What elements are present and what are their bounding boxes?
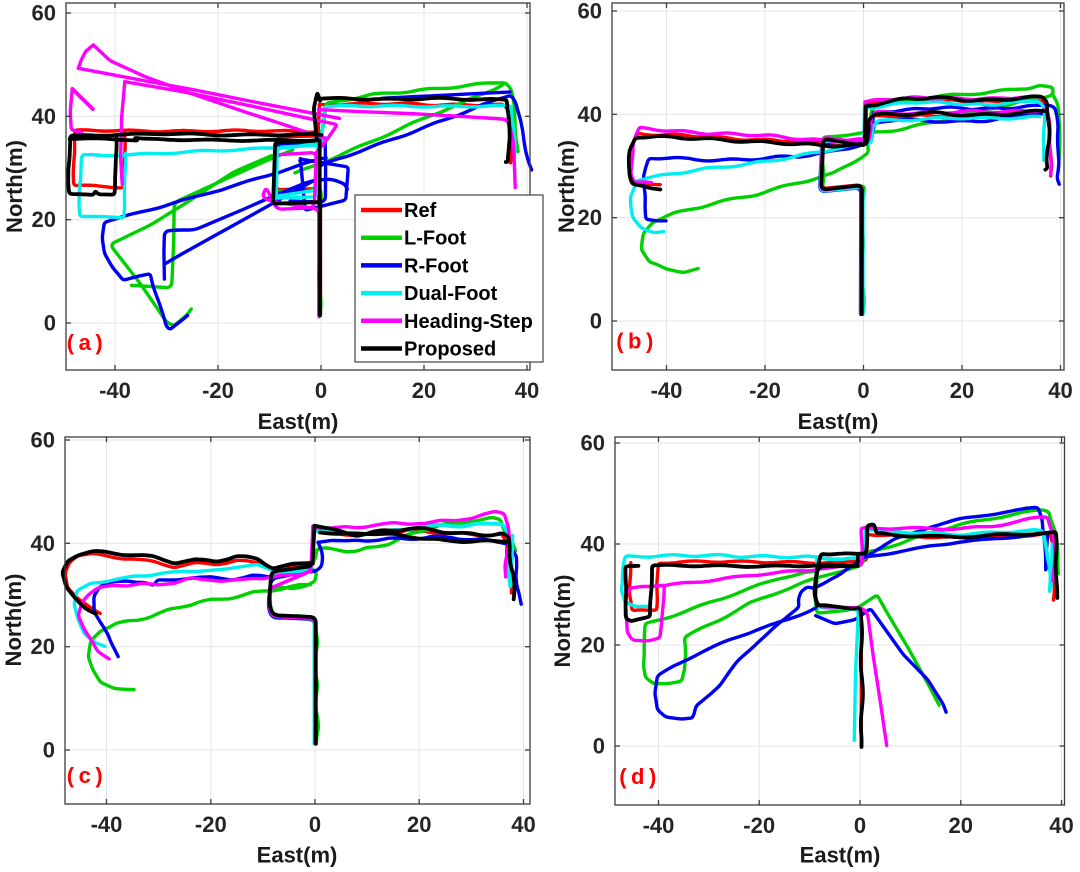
svg-text:0: 0 xyxy=(857,378,869,403)
svg-text:East(m): East(m) xyxy=(257,843,338,868)
svg-text:-20: -20 xyxy=(202,378,234,403)
svg-text:R-Foot: R-Foot xyxy=(404,255,469,277)
svg-text:North(m): North(m) xyxy=(1,574,26,667)
svg-text:60: 60 xyxy=(31,428,55,453)
svg-text:20: 20 xyxy=(578,205,602,230)
svg-text:20: 20 xyxy=(407,812,431,837)
svg-text:40: 40 xyxy=(581,532,605,557)
svg-text:40: 40 xyxy=(515,378,539,403)
svg-text:(a): (a) xyxy=(67,330,107,355)
svg-text:40: 40 xyxy=(511,812,535,837)
svg-text:(b): (b) xyxy=(616,329,658,354)
svg-text:60: 60 xyxy=(581,431,605,456)
svg-text:-20: -20 xyxy=(749,378,781,403)
svg-text:North(m): North(m) xyxy=(550,575,575,668)
svg-text:40: 40 xyxy=(1049,813,1073,838)
svg-text:20: 20 xyxy=(412,378,436,403)
svg-text:40: 40 xyxy=(31,531,55,556)
svg-text:0: 0 xyxy=(44,311,56,336)
svg-text:East(m): East(m) xyxy=(258,409,339,434)
svg-text:Ref: Ref xyxy=(404,200,437,222)
svg-text:L-Foot: L-Foot xyxy=(404,228,467,250)
svg-text:20: 20 xyxy=(950,378,974,403)
svg-text:North(m): North(m) xyxy=(2,140,27,233)
svg-text:0: 0 xyxy=(590,309,602,334)
svg-text:East(m): East(m) xyxy=(800,843,881,868)
svg-text:20: 20 xyxy=(31,634,55,659)
svg-text:0: 0 xyxy=(315,378,327,403)
svg-text:Dual-Foot: Dual-Foot xyxy=(404,283,498,305)
svg-text:North(m): North(m) xyxy=(554,140,579,233)
svg-text:-40: -40 xyxy=(643,813,675,838)
svg-text:Proposed: Proposed xyxy=(404,339,496,361)
svg-text:East(m): East(m) xyxy=(798,409,879,434)
svg-text:20: 20 xyxy=(32,207,56,232)
svg-text:-40: -40 xyxy=(651,378,683,403)
svg-text:0: 0 xyxy=(43,738,55,763)
svg-text:Heading-Step: Heading-Step xyxy=(404,311,533,333)
svg-text:(d): (d) xyxy=(619,764,661,789)
svg-text:-40: -40 xyxy=(91,812,123,837)
svg-text:(c): (c) xyxy=(67,763,107,788)
svg-text:40: 40 xyxy=(578,102,602,127)
svg-text:0: 0 xyxy=(593,734,605,759)
svg-text:-20: -20 xyxy=(743,813,775,838)
svg-text:20: 20 xyxy=(949,813,973,838)
svg-text:-20: -20 xyxy=(195,812,227,837)
svg-text:60: 60 xyxy=(578,0,602,24)
svg-text:-40: -40 xyxy=(99,378,131,403)
svg-text:20: 20 xyxy=(581,633,605,658)
svg-text:0: 0 xyxy=(854,813,866,838)
svg-text:40: 40 xyxy=(32,104,56,129)
svg-text:0: 0 xyxy=(309,812,321,837)
svg-text:40: 40 xyxy=(1048,378,1072,403)
svg-text:60: 60 xyxy=(32,1,56,26)
